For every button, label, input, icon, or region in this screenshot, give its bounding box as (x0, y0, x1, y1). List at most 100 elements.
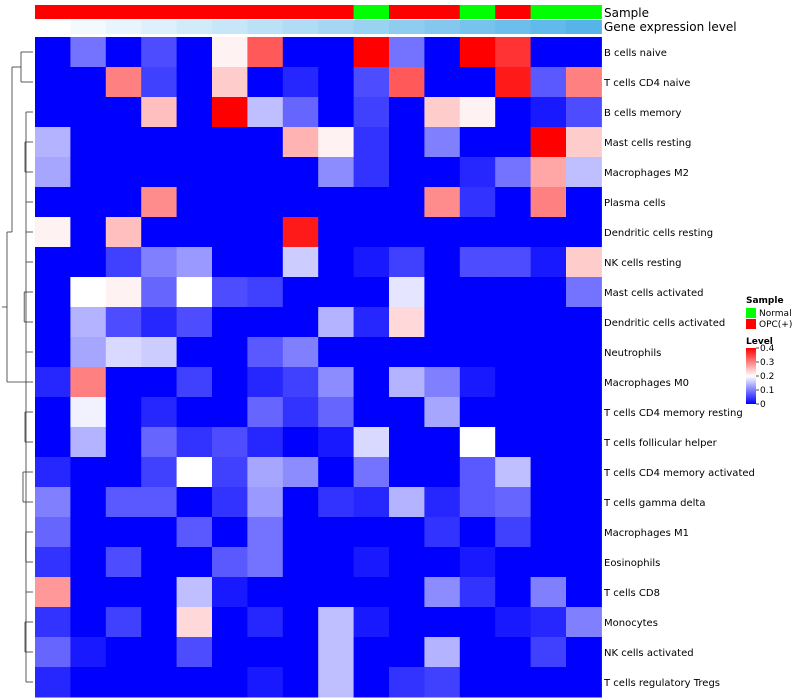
heatmap-cell (318, 247, 355, 278)
heatmap-cell (141, 277, 178, 308)
heatmap-cell (105, 157, 142, 188)
heatmap-cell (389, 487, 425, 518)
heatmap-cell (247, 217, 284, 248)
heatmap-cell (318, 637, 355, 668)
heatmap-cell (566, 607, 602, 638)
heatmap-cell (70, 637, 107, 668)
heatmap-cell (495, 157, 532, 188)
heatmap-cell (424, 487, 461, 518)
heatmap-cell (141, 37, 178, 68)
heatmap-cell (459, 127, 496, 158)
heatmap-cell (495, 637, 532, 668)
heatmap-cell (141, 307, 178, 338)
heatmap-cell (530, 487, 567, 518)
sample-annotation-cell (105, 5, 142, 19)
heatmap-cell (318, 367, 355, 398)
heatmap-cell (530, 97, 567, 128)
heatmap-cell (530, 157, 567, 188)
heatmap-cell (353, 187, 390, 218)
column-annotations (35, 5, 602, 34)
heatmap-cell (35, 277, 71, 308)
heatmap-cell (389, 367, 425, 398)
row-label: Eosinophils (604, 558, 660, 569)
heatmap-cell (353, 37, 390, 68)
heatmap-cell (35, 667, 71, 698)
heatmap-cell (530, 217, 567, 248)
heatmap-cell (282, 547, 319, 578)
row-label: Macrophages M1 (604, 528, 689, 539)
heatmap-cell (247, 577, 284, 608)
heatmap-cell (282, 37, 319, 68)
heatmap-cell (495, 667, 532, 698)
heatmap-cell (282, 637, 319, 668)
heatmap-cell (459, 607, 496, 638)
heatmap-cell (282, 187, 319, 218)
gene-expression-annotation-cell (424, 20, 461, 34)
legend-level-title: Level (746, 337, 773, 347)
heatmap-cell (141, 67, 178, 98)
sample-annotation-cell (459, 5, 496, 19)
heatmap-cell (353, 67, 390, 98)
gene-expression-annotation-cell (495, 20, 532, 34)
row-label: Mast cells activated (604, 288, 703, 299)
heatmap-cell (35, 517, 71, 548)
gene-expression-annotation-cell (176, 20, 213, 34)
heatmap-cell (247, 517, 284, 548)
heatmap-cell (35, 427, 71, 458)
heatmap-cell (70, 487, 107, 518)
heatmap-cell (70, 397, 107, 428)
heatmap-cell (70, 127, 107, 158)
heatmap-cell (495, 457, 532, 488)
heatmap-cell (105, 127, 142, 158)
heatmap-cell (35, 337, 71, 368)
heatmap-cell (495, 547, 532, 578)
heatmap-cell (318, 607, 355, 638)
heatmap-cell (495, 397, 532, 428)
heatmap-cell (353, 667, 390, 698)
heatmap-cell (530, 67, 567, 98)
heatmap-cell (318, 547, 355, 578)
heatmap-cell (424, 127, 461, 158)
heatmap-cell (247, 397, 284, 428)
heatmap-cell (389, 457, 425, 488)
heatmap-cell (318, 517, 355, 548)
heatmap-cell (459, 337, 496, 368)
heatmap-cell (176, 277, 213, 308)
heatmap-cell (212, 457, 248, 488)
heatmap-cell (353, 367, 390, 398)
heatmap-cell (212, 337, 248, 368)
annotation-label-sample: Sample (604, 6, 649, 20)
heatmap-cell (424, 667, 461, 698)
heatmap-cell (459, 217, 496, 248)
heatmap-cell (459, 487, 496, 518)
heatmap-cell (566, 517, 602, 548)
gene-expression-annotation-cell (141, 20, 178, 34)
heatmap-cell (353, 577, 390, 608)
heatmap-cell (459, 457, 496, 488)
heatmap-cell (424, 607, 461, 638)
heatmap-cell (530, 607, 567, 638)
heatmap-cell (530, 127, 567, 158)
row-label: T cells CD4 memory activated (603, 468, 755, 479)
heatmap-cell (35, 397, 71, 428)
heatmap-cell (424, 367, 461, 398)
heatmap-cell (141, 397, 178, 428)
heatmap-cell (318, 127, 355, 158)
gene-expression-annotation-cell (566, 20, 602, 34)
legend-level-tick-label: 0.2 (760, 372, 774, 382)
heatmap-cell (495, 337, 532, 368)
heatmap-cell (70, 307, 107, 338)
row-label: B cells naive (604, 48, 667, 59)
heatmap-cell (70, 67, 107, 98)
heatmap-cell (495, 187, 532, 218)
heatmap-cell (176, 517, 213, 548)
legend-opc-swatch (746, 319, 756, 329)
sample-annotation-cell (566, 5, 602, 19)
heatmap-cell (318, 667, 355, 698)
heatmap-cell (212, 247, 248, 278)
heatmap-cell (105, 97, 142, 128)
heatmap-cell (282, 367, 319, 398)
heatmap-cell (141, 577, 178, 608)
heatmap-cell (566, 37, 602, 68)
heatmap-cell (105, 577, 142, 608)
